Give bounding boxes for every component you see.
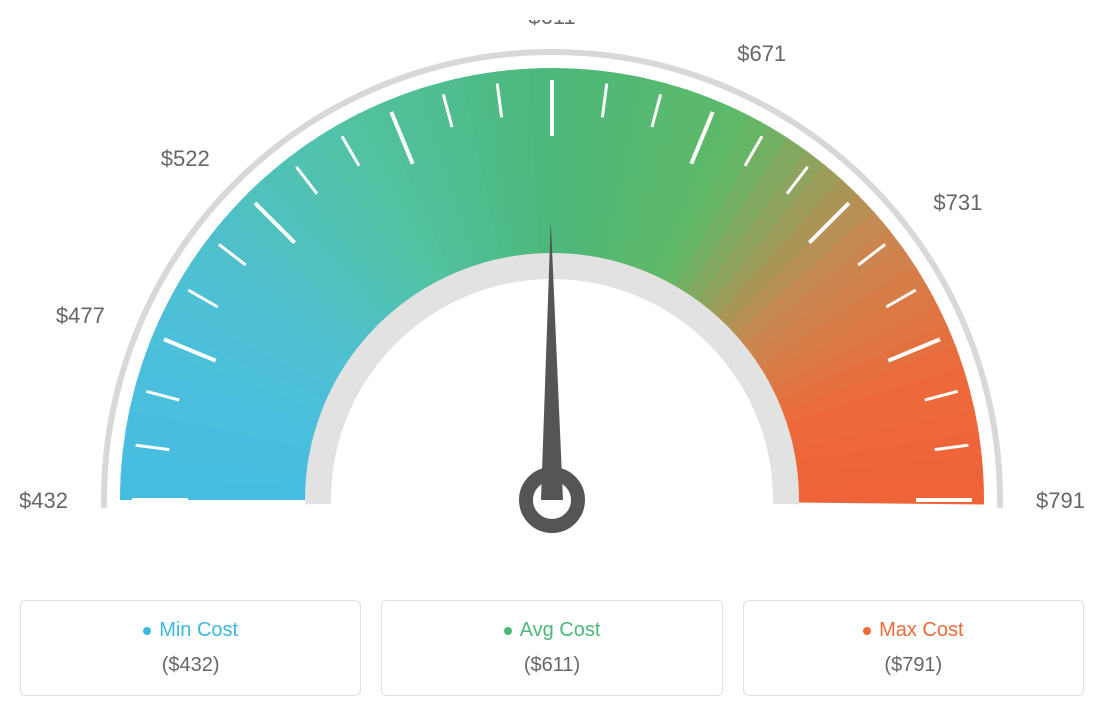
svg-text:$731: $731 (933, 190, 982, 215)
legend-avg-dot (504, 627, 512, 635)
legend-max-dot (863, 627, 871, 635)
legend-max-label: Max Cost (863, 619, 963, 642)
legend-avg-value: ($611) (392, 654, 711, 677)
legend-row: Min Cost ($432) Avg Cost ($611) Max Cost… (20, 600, 1084, 696)
legend-max-text: Max Cost (879, 619, 963, 642)
svg-text:$671: $671 (737, 41, 786, 66)
legend-min-value: ($432) (31, 654, 350, 677)
svg-text:$791: $791 (1036, 488, 1084, 513)
svg-text:$432: $432 (20, 488, 68, 513)
legend-avg: Avg Cost ($611) (381, 600, 722, 696)
legend-max: Max Cost ($791) (743, 600, 1084, 696)
legend-min-text: Min Cost (159, 619, 238, 642)
legend-avg-label: Avg Cost (504, 619, 601, 642)
legend-min: Min Cost ($432) (20, 600, 361, 696)
svg-text:$477: $477 (56, 303, 105, 328)
gauge-svg: $432 $477 $522 $611 $671 $731 $791 (20, 20, 1084, 580)
svg-text:$611: $611 (528, 20, 575, 29)
gauge-chart: $432 $477 $522 $611 $671 $731 $791 Min Cost ($… (20, 20, 1084, 696)
legend-avg-text: Avg Cost (520, 619, 601, 642)
svg-text:$522: $522 (161, 146, 210, 171)
legend-max-value: ($791) (754, 654, 1073, 677)
legend-min-label: Min Cost (143, 619, 238, 642)
legend-min-dot (143, 627, 151, 635)
